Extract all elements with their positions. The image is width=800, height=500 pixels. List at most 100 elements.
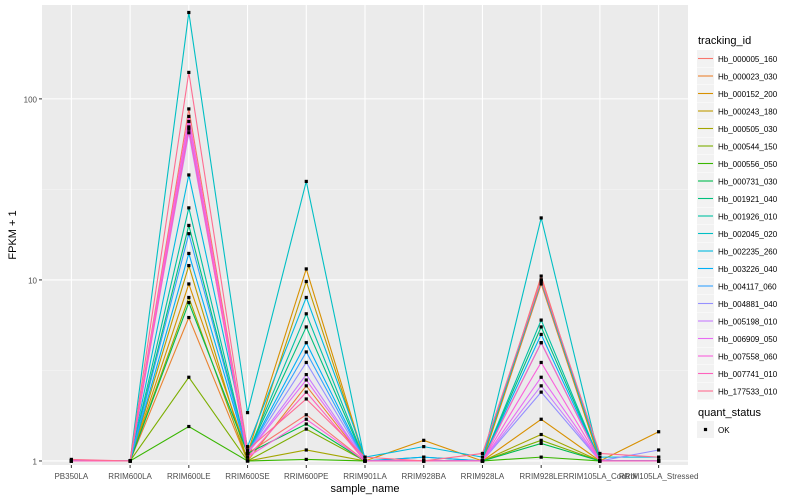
x-tick-label: RRIM600PE <box>284 472 328 481</box>
data-point <box>539 341 543 345</box>
data-point <box>245 455 250 459</box>
x-tick-label: RRIM600SE <box>225 472 269 481</box>
data-point <box>304 457 308 462</box>
data-point <box>363 455 367 459</box>
data-point <box>539 278 543 282</box>
data-point <box>187 119 191 124</box>
data-point <box>304 372 308 377</box>
data-point <box>187 173 191 177</box>
legend-label: Hb_006909_050 <box>718 335 778 344</box>
data-point <box>539 318 543 322</box>
data-point <box>187 206 191 210</box>
legend-title: tracking_id <box>698 35 751 47</box>
data-point <box>304 378 308 382</box>
y-tick-label: 1 <box>33 457 38 466</box>
data-point <box>304 341 308 345</box>
data-point <box>187 424 191 429</box>
data-point <box>539 438 543 442</box>
data-point <box>304 417 308 421</box>
data-point <box>480 455 485 459</box>
data-point <box>187 107 191 111</box>
data-point <box>187 125 191 129</box>
data-point <box>480 451 485 456</box>
x-tick-label: RRIM105LA_Control <box>563 472 637 481</box>
data-point <box>187 300 191 305</box>
data-point <box>304 427 308 431</box>
x-tick-label: RRIM105LA_Stressed <box>619 472 699 481</box>
data-point <box>187 70 191 75</box>
data-point <box>245 451 250 456</box>
data-point <box>363 459 367 463</box>
data-point <box>304 312 308 316</box>
data-point <box>539 360 543 365</box>
legend-label: Hb_000556_050 <box>718 160 778 169</box>
data-point <box>187 375 191 379</box>
data-point <box>304 360 308 365</box>
data-point <box>187 223 191 228</box>
x-tick-label: RRIM928BA <box>401 472 446 481</box>
data-point <box>304 295 308 300</box>
data-point <box>187 251 191 256</box>
y-tick-label: 100 <box>24 95 38 104</box>
data-point <box>539 325 543 329</box>
data-point <box>539 375 543 379</box>
data-point <box>657 430 661 434</box>
legend-label: Hb_005198_010 <box>718 318 778 327</box>
data-point <box>304 325 308 329</box>
data-point <box>480 459 485 463</box>
data-point <box>187 127 191 131</box>
data-point <box>187 315 191 320</box>
data-point <box>69 457 73 462</box>
data-point <box>539 390 543 394</box>
legend-label: Hb_001921_040 <box>718 195 778 204</box>
legend-label: Hb_003226_040 <box>718 265 778 274</box>
x-tick-label: PB350LA <box>54 472 88 481</box>
data-point <box>657 448 661 452</box>
data-point <box>598 459 602 463</box>
legend-label: Hb_004117_060 <box>718 283 777 292</box>
data-point <box>422 445 426 449</box>
quant-legend-label: OK <box>718 426 730 435</box>
data-point <box>245 448 250 452</box>
data-point <box>539 282 543 286</box>
legend: tracking_id Hb_000005_160Hb_000023_030Hb… <box>697 35 778 438</box>
data-point <box>598 451 602 456</box>
data-point <box>539 432 543 437</box>
legend-label: Hb_007741_010 <box>718 370 778 379</box>
data-point <box>304 279 308 284</box>
legend-label: Hb_000731_030 <box>718 178 778 187</box>
data-point <box>598 455 602 459</box>
data-point <box>245 445 250 449</box>
data-point <box>304 179 308 184</box>
data-point <box>187 282 191 286</box>
x-axis-title: sample_name <box>330 483 399 495</box>
x-tick-label: RRIM600LA <box>108 472 152 481</box>
data-point <box>539 441 543 446</box>
data-point <box>657 459 661 463</box>
data-point <box>245 410 250 415</box>
data-point <box>304 390 308 394</box>
data-point <box>304 397 308 401</box>
x-tick-label: RRIM928LA <box>461 472 505 481</box>
y-axis-title: FPKM + 1 <box>7 210 19 259</box>
legend-label: Hb_000505_030 <box>718 125 778 134</box>
data-point <box>187 10 191 15</box>
data-point <box>304 384 308 388</box>
data-point <box>304 267 308 271</box>
data-point <box>304 448 308 452</box>
x-tick-label: RRIM901LA <box>343 472 387 481</box>
data-point <box>539 274 543 278</box>
legend-label: Hb_000023_030 <box>718 73 778 82</box>
legend-items: Hb_000005_160 Hb_000023_030 Hb_000152_200 H… <box>697 50 778 400</box>
data-point <box>657 455 661 459</box>
x-axis: PB350LA RRIM600LA RRIM600LE RRIM600SE RRIM60… <box>54 465 698 481</box>
y-axis: 1 10 100 <box>24 95 42 466</box>
data-point <box>304 422 308 426</box>
data-point <box>187 295 191 300</box>
x-tick-label: RRIM928LE <box>519 472 563 481</box>
data-point <box>304 350 308 354</box>
data-point <box>539 216 543 220</box>
data-point <box>539 455 543 459</box>
legend-label: Hb_177533_010 <box>718 388 778 397</box>
